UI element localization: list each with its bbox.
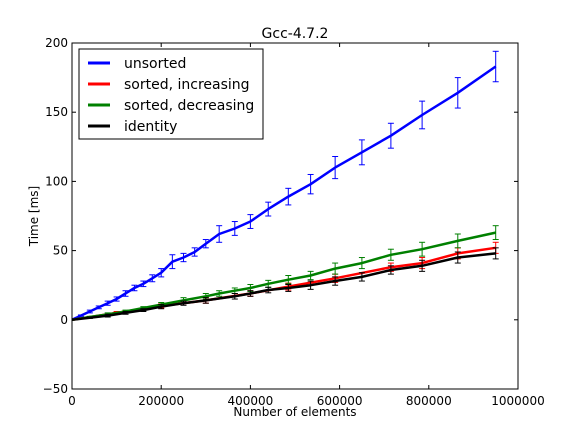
error-bar-0-6: [122, 290, 129, 297]
error-bar-3-14: [358, 272, 365, 282]
error-bar-0-21: [332, 155, 339, 180]
error-bar-3-4: [140, 308, 147, 312]
x-tick-label: 0: [68, 394, 76, 408]
x-tick-label: 200000: [138, 394, 184, 408]
error-bar-0-22: [358, 139, 365, 166]
error-bar-2-19: [492, 225, 499, 241]
error-bar-2-13: [307, 270, 314, 281]
error-bar-0-3: [95, 305, 102, 310]
error-bar-3-16: [419, 259, 426, 272]
error-bar-0-23: [387, 122, 394, 149]
error-bar-3-11: [285, 284, 292, 292]
error-bar-0-5: [113, 296, 120, 302]
error-bar-3-12: [307, 280, 314, 290]
error-bar-3-5: [158, 304, 165, 310]
error-bar-0-9: [149, 274, 156, 283]
error-bar-0-20: [307, 173, 314, 195]
error-bar-0-19: [285, 187, 292, 206]
y-tick-label: 100: [45, 174, 68, 188]
error-bar-0-24: [419, 100, 426, 130]
error-bar-0-2: [86, 309, 93, 314]
x-tick-label: 600000: [317, 394, 363, 408]
error-bar-3-8: [231, 293, 238, 300]
y-tick-label: 200: [45, 36, 68, 50]
axis-ticks: 0 200000 400000 600000 800000 1000000−5005010…: [43, 36, 545, 408]
error-bar-2-17: [419, 241, 426, 257]
error-bar-0-25: [454, 77, 461, 109]
error-bar-0-12: [180, 252, 187, 263]
x-axis-label: Number of elements: [233, 405, 356, 419]
legend-label-0: unsorted: [124, 56, 186, 72]
error-bar-0-1: [77, 314, 84, 317]
error-bar-2-14: [332, 262, 339, 275]
error-bar-2-8: [216, 290, 223, 297]
error-bar-0-13: [191, 247, 198, 257]
legend-label-1: sorted, increasing: [124, 77, 250, 93]
error-bar-3-6: [180, 300, 187, 306]
error-bar-0-16: [231, 221, 238, 236]
error-bar-3-2: [104, 313, 111, 318]
x-tick-label: 800000: [406, 394, 452, 408]
axes-frame: [71, 42, 519, 390]
x-tick-label: 1000000: [491, 394, 544, 408]
legend: unsorted sorted, increasing sorted, decrea…: [78, 48, 264, 140]
error-bar-3-9: [247, 290, 254, 297]
y-axis-label: Time [ms]: [27, 186, 41, 248]
y-tick-label: 50: [53, 244, 68, 258]
chart-title: Gcc-4.7.2: [262, 26, 329, 42]
y-tick-label: −50: [43, 382, 68, 396]
series-line-2: [71, 231, 496, 322]
error-bar-0-11: [169, 254, 176, 270]
error-bar-2-16: [387, 248, 394, 261]
error-bar-0-15: [216, 225, 223, 243]
error-bar-3-17: [454, 251, 461, 264]
y-tick-label: 150: [45, 105, 68, 119]
y-tick-label: 0: [60, 313, 68, 327]
error-bar-3-7: [202, 297, 209, 304]
error-bar-3-10: [265, 286, 272, 294]
error-bar-2-15: [358, 257, 365, 270]
error-bar-0-18: [265, 201, 272, 217]
error-bar-0-4: [104, 300, 111, 306]
error-bar-0-10: [158, 268, 165, 278]
plot-area: [71, 50, 499, 322]
error-bar-3-18: [492, 247, 499, 260]
error-bar-0-26: [492, 50, 499, 83]
error-bar-0-17: [247, 214, 254, 229]
legend-label-3: identity: [124, 119, 177, 135]
legend-label-2: sorted, decreasing: [124, 98, 254, 114]
error-bar-2-12: [285, 275, 292, 285]
error-bar-3-1: [86, 316, 93, 319]
error-bar-0-14: [202, 239, 209, 249]
error-bar-2-18: [454, 233, 461, 249]
error-bar-0-7: [131, 284, 138, 292]
error-bar-3-13: [332, 276, 339, 286]
error-bar-3-15: [387, 265, 394, 275]
error-bar-0-8: [140, 280, 147, 288]
error-bar-3-3: [122, 310, 129, 315]
x-tick-label: 400000: [227, 394, 273, 408]
